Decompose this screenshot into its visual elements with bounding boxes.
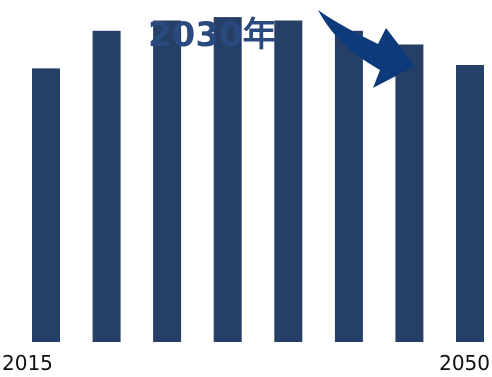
arrow-icon bbox=[318, 10, 415, 88]
bar-3 bbox=[153, 20, 182, 342]
annotation-label: 2030年 bbox=[148, 15, 277, 55]
bar-2 bbox=[92, 30, 121, 343]
bar-4 bbox=[213, 17, 242, 342]
bars-group bbox=[32, 17, 484, 343]
bar-1 bbox=[32, 68, 60, 343]
bar-7 bbox=[395, 44, 424, 342]
x-tick-label-start: 2015 bbox=[2, 351, 53, 375]
bar-6 bbox=[334, 30, 363, 343]
x-tick-label-end: 2050 bbox=[439, 351, 490, 375]
bar-8 bbox=[456, 65, 484, 342]
bar-5 bbox=[274, 20, 303, 342]
